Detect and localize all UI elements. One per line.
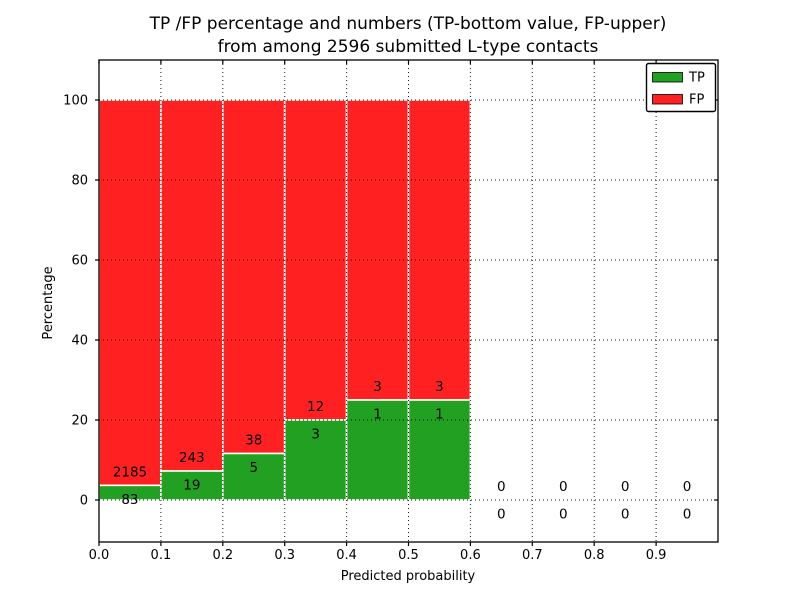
fp-bar: [222, 99, 286, 455]
tp-count-label: 0: [621, 507, 630, 523]
fp-count-label: 3: [435, 379, 444, 395]
x-tick-label: 0.3: [274, 548, 295, 563]
y-tick-label: 20: [71, 414, 88, 429]
fp-count-label: 12: [307, 399, 324, 415]
tp-count-label: 1: [373, 407, 382, 423]
axes-layer: 0.0 0.1 0.2 0.3 0.4 0.5 0.6 0.7 0.8 0.9 0 20 40 60 80 1…: [63, 60, 718, 563]
tp-count-label: 0: [497, 507, 506, 523]
fp-bar: [98, 99, 162, 487]
fp-count-label: 0: [621, 479, 630, 495]
y-tick-label: 40: [71, 334, 88, 349]
x-tick-label: 0.4: [336, 548, 357, 563]
tp-bar: [160, 470, 224, 501]
tp-count-label: 83: [121, 492, 138, 508]
tp-count-label: 1: [435, 407, 444, 423]
y-tick-label: 0: [80, 494, 88, 509]
tp-count-label: 5: [249, 460, 258, 476]
fp-count-label: 38: [245, 432, 262, 448]
x-tick-label: 0.7: [522, 548, 543, 563]
y-tick-label: 80: [71, 174, 88, 189]
tp-bar: [345, 399, 410, 501]
x-tick-label: 0.6: [460, 548, 481, 563]
tp-count-label: 0: [683, 507, 692, 523]
fp-count-label: 0: [497, 479, 506, 495]
tp-count-label: 0: [559, 507, 568, 523]
x-tick-label: 0.9: [646, 548, 667, 563]
x-tick-label: 0.1: [151, 548, 172, 563]
x-tick-label: 0.5: [398, 548, 419, 563]
annotations-layer: 2185 83 243 19 38 5 12 3 3 1 3 1 0 0 0 0 0 0 0 0: [113, 379, 692, 523]
tp-bar: [222, 452, 286, 501]
fp-bar: [160, 99, 224, 472]
plot-border: [98, 59, 719, 543]
fp-count-label: 243: [179, 450, 205, 466]
x-axis-label: Predicted probability: [341, 569, 476, 584]
y-tick-label: 60: [71, 254, 88, 269]
legend-swatch-fp: [652, 94, 683, 105]
y-axis-label: Percentage: [41, 266, 56, 339]
x-tick-label: 0.2: [212, 548, 233, 563]
tp-count-label: 19: [183, 477, 200, 493]
x-tick-label: 0.0: [89, 548, 110, 563]
chart-title-line2: from among 2596 submitted L-type contact…: [218, 37, 599, 57]
fp-count-label: 2185: [113, 464, 147, 480]
tp-count-label: 3: [311, 427, 320, 443]
legend-label-tp: TP: [688, 71, 705, 86]
fp-count-label: 0: [559, 479, 568, 495]
grid-layer: [99, 60, 718, 542]
fp-count-label: 0: [683, 479, 692, 495]
legend-label-fp: FP: [689, 93, 704, 108]
fp-bar: [407, 99, 472, 401]
x-tick-label: 0.8: [584, 548, 605, 563]
chart-title-line1: TP /FP percentage and numbers (TP-bottom…: [149, 14, 667, 34]
y-tick-label: 100: [63, 94, 88, 109]
fp-bar: [345, 99, 410, 401]
legend: TP FP: [645, 62, 717, 113]
fp-count-label: 3: [373, 379, 382, 395]
legend-swatch-tp: [652, 72, 683, 83]
